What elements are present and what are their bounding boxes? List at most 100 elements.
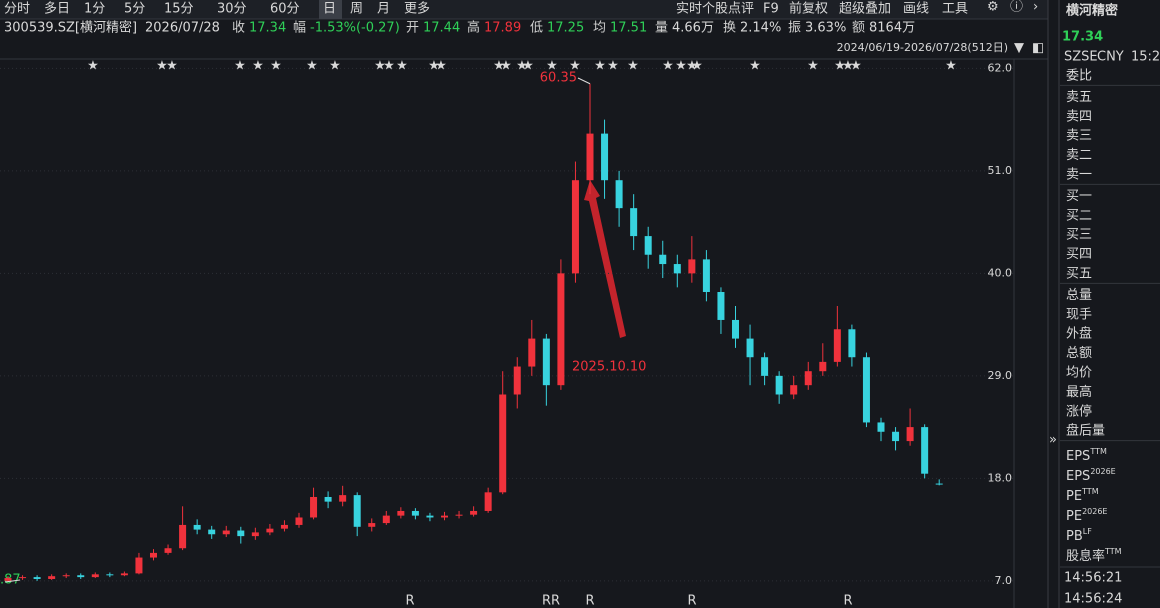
period-tab[interactable]: 月	[377, 2, 390, 17]
candle-body	[615, 180, 623, 209]
quote-label: 幅	[293, 21, 306, 36]
event-marker: R	[687, 594, 696, 608]
ratio-sup: TTM	[1081, 487, 1099, 496]
next-icon[interactable]: ›	[1033, 0, 1038, 15]
event-star: ★	[428, 59, 440, 74]
candle-body	[441, 515, 448, 518]
quote-value: 2.14%	[740, 21, 781, 36]
candle-body	[717, 292, 725, 320]
event-star: ★	[546, 59, 558, 74]
field-label: 买一	[1066, 189, 1092, 204]
tool-button[interactable]: F9	[763, 2, 779, 17]
tool-button[interactable]: 实时个股点评	[676, 2, 754, 17]
event-star: ★	[396, 59, 408, 74]
candle-body	[732, 319, 739, 339]
event-star: ★	[522, 59, 534, 74]
field-label: 买五	[1066, 267, 1092, 282]
event-star: ★	[500, 59, 512, 74]
candle-body	[761, 357, 769, 376]
ratio-name: PB	[1066, 529, 1083, 544]
event-star: ★	[234, 59, 246, 74]
quote-label: 收	[232, 21, 245, 36]
tick-time: 14:56:24	[1064, 592, 1122, 607]
quote-value: 3.63%	[805, 21, 846, 36]
period-tab[interactable]: 更多	[404, 1, 430, 17]
candle-body	[135, 557, 143, 574]
event-star: ★	[383, 59, 395, 74]
period-tab[interactable]: 1分	[84, 2, 105, 17]
period-tab[interactable]: 日	[323, 2, 336, 17]
candle-body	[892, 431, 900, 442]
quote-value: -1.53%(-0.27)	[310, 21, 400, 36]
candle-body	[77, 575, 85, 578]
collapse-button[interactable]: »	[1049, 433, 1057, 448]
candle-body	[499, 394, 507, 493]
quote-label: 额	[852, 21, 865, 36]
period-tab[interactable]: 分时	[4, 2, 30, 17]
range-label: 2024/06/19-2026/07/28(512日)	[837, 41, 1008, 54]
field-label: 总额	[1066, 346, 1092, 361]
event-star: ★	[850, 59, 862, 74]
y-tick-label: 7.0	[995, 574, 1013, 587]
period-tab[interactable]: 5分	[124, 2, 145, 17]
settings-icon[interactable]: ⚙	[987, 0, 999, 15]
tool-button[interactable]: 超级叠加	[839, 2, 891, 17]
candle-body	[426, 515, 434, 518]
max-label: 60.35	[540, 71, 577, 86]
quote-value: 4.66万	[672, 21, 714, 36]
candle-body	[120, 573, 128, 576]
y-tick-label: 40.0	[988, 266, 1013, 279]
field-label: 卖四	[1066, 109, 1092, 124]
stock-price: 17.34	[1062, 30, 1103, 45]
event-star: ★	[834, 59, 846, 74]
field-label: 买二	[1066, 208, 1092, 223]
period-tab[interactable]: 60分	[270, 2, 300, 17]
ratio-label: PE2026E	[1066, 507, 1107, 524]
period-tab[interactable]: 30分	[217, 2, 247, 17]
field-label: 外盘	[1066, 326, 1092, 342]
period-tab[interactable]: 多日	[44, 1, 70, 17]
quote-value: 17.25	[547, 21, 584, 36]
quote-label: 量	[655, 21, 668, 36]
field-label: 卖三	[1066, 129, 1092, 144]
event-star: ★	[306, 59, 318, 74]
stock-name: 横河精密	[1066, 3, 1118, 19]
tool-button[interactable]: 画线	[903, 2, 929, 17]
ratio-name: PE	[1066, 489, 1082, 504]
field-label: 盘后量	[1066, 423, 1105, 439]
candle-body	[848, 329, 856, 358]
quote-value: 8164万	[869, 21, 915, 36]
settings-icon[interactable]: ◧	[1032, 41, 1044, 56]
dropdown-icon[interactable]: ▼	[1014, 41, 1024, 56]
quote-label: 低	[530, 21, 543, 36]
candle-body	[746, 338, 754, 358]
period-tab[interactable]: 15分	[164, 2, 194, 17]
quote-label: 高	[467, 20, 480, 36]
period-selected	[319, 0, 342, 19]
candle-body	[324, 496, 332, 502]
candle-body	[513, 366, 521, 395]
tool-button[interactable]: 前复权	[789, 1, 828, 17]
candle-body	[91, 574, 99, 578]
event-star: ★	[607, 59, 619, 74]
event-star: ★	[493, 59, 505, 74]
field-label: 卖五	[1066, 90, 1092, 105]
candle-body	[266, 528, 274, 533]
ratio-sup: TTM	[1104, 547, 1122, 556]
candle-body	[673, 264, 681, 274]
tool-button[interactable]: 工具	[942, 2, 968, 17]
candle-body	[33, 577, 41, 579]
ratio-label: PBLF	[1066, 527, 1092, 544]
candle-body	[775, 375, 783, 395]
period-tab[interactable]: 周	[350, 2, 363, 17]
ratio-sup: LF	[1083, 527, 1092, 536]
candle-body	[222, 530, 230, 535]
ratio-name: EPS	[1066, 469, 1090, 484]
candle-body	[470, 510, 478, 515]
candle-body	[804, 371, 812, 386]
alert-icon[interactable]: ⓘ	[1010, 0, 1023, 15]
candle-body	[877, 422, 885, 432]
candle-body	[455, 514, 463, 516]
event-star: ★	[749, 59, 761, 74]
